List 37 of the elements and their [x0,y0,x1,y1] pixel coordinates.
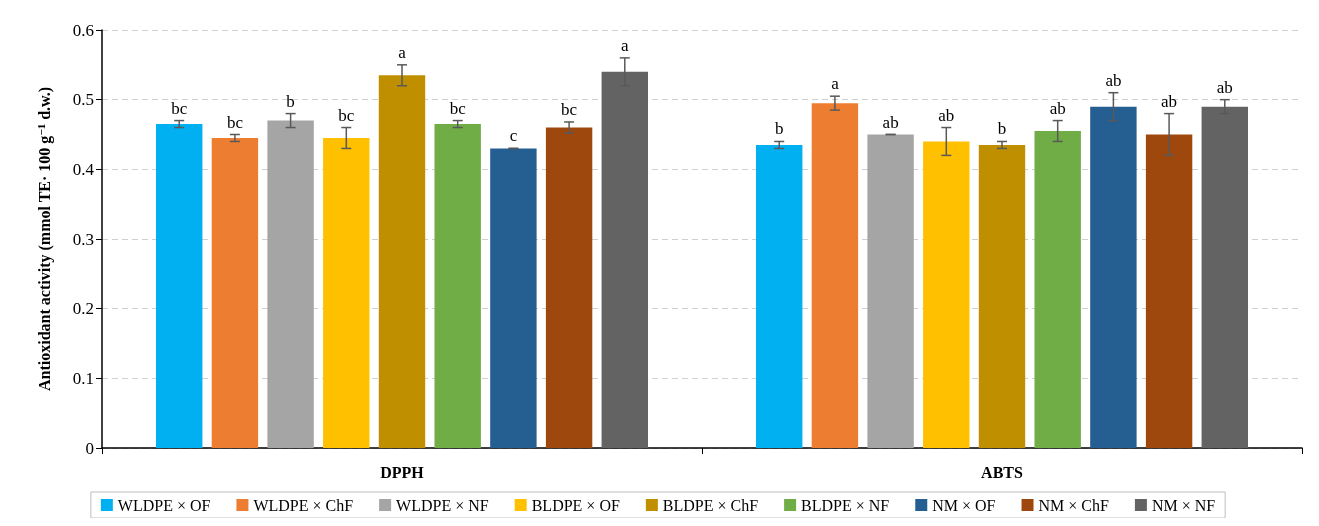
legend-label: NM × ChF [1038,496,1109,514]
data-label: ab [1161,91,1178,111]
y-tick-label: 0.3 [72,229,94,249]
y-tick-label: 0.6 [72,20,94,40]
legend-label: BLDPE × OF [531,496,620,514]
y-tick-label: 0.1 [72,368,94,388]
data-label: bc [561,99,578,119]
data-label: a [621,35,630,55]
legend-label: NM × NF [1151,496,1216,514]
y-tick-label: 0 [85,438,94,458]
data-label: b [774,119,784,139]
data-label: bc [338,105,355,125]
x-tick-label: DPPH [380,463,425,481]
legend-label: WLDPE × ChF [253,496,354,514]
legend-label: NM × OF [932,496,996,514]
data-label: ab [1216,77,1233,97]
legend-label: WLDPE × NF [396,496,489,514]
data-label: ab [1105,70,1122,90]
data-label: b [997,119,1007,139]
data-label: ab [1049,98,1066,118]
legend-label: BLDPE × NF [801,496,890,514]
data-label: ab [938,105,955,125]
legend-label: BLDPE × ChF [662,496,759,514]
y-tick-label: 0.5 [72,90,94,110]
data-label: a [398,42,407,62]
data-label: bc [226,112,244,132]
data-label: bc [171,98,188,118]
y-tick-label: 0.4 [72,159,95,179]
data-label: a [831,74,840,94]
data-label: c [509,126,518,146]
data-label: b [286,91,295,111]
y-axis-title: Antioxidant activity (mmol TE· 100 g−1 d.w.) [34,86,54,391]
y-tick-label: 0.2 [72,299,94,319]
data-label: bc [449,98,467,118]
x-tick-label: ABTS [981,463,1023,481]
data-label: ab [882,112,899,132]
legend-label: WLDPE × OF [117,496,211,514]
